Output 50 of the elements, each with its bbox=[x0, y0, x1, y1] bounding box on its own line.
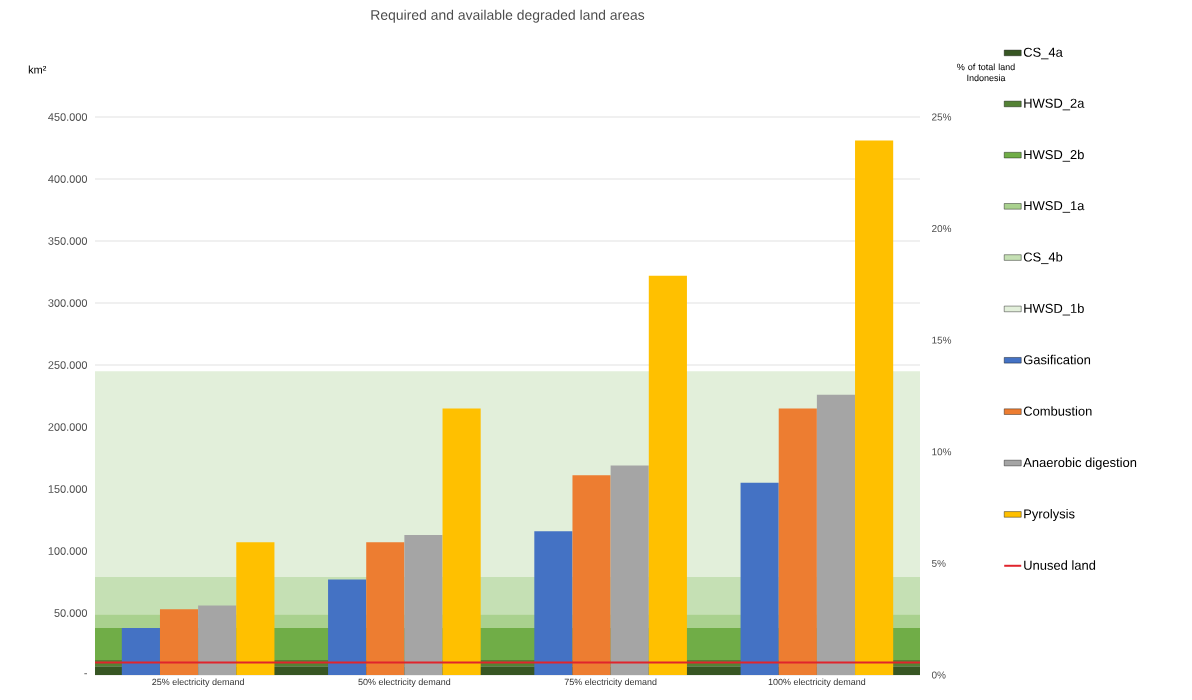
bar bbox=[855, 140, 894, 675]
legend-label: CS_4a bbox=[1023, 47, 1063, 60]
y-tick-label: 350.000 bbox=[48, 237, 88, 245]
legend-label: HWSD_2a bbox=[1024, 98, 1085, 111]
y2-tick-label: 0% bbox=[931, 671, 946, 679]
y2-tick-label: 20% bbox=[932, 225, 952, 233]
legend-label: HWSD_1b bbox=[1024, 303, 1084, 316]
legend-label: Pyrolysis bbox=[1024, 508, 1075, 522]
bar bbox=[121, 627, 160, 675]
bar bbox=[366, 542, 405, 675]
bar bbox=[740, 482, 779, 675]
bar bbox=[534, 531, 573, 675]
bar bbox=[404, 534, 443, 675]
bar bbox=[328, 579, 367, 675]
bar bbox=[572, 475, 611, 675]
legend-label: HWSD_1a bbox=[1024, 201, 1085, 213]
y2-tick-label: 10% bbox=[932, 448, 952, 456]
legend-label: Anaerobic digestion bbox=[1023, 457, 1137, 470]
y-axis-title: km² bbox=[28, 65, 47, 74]
x-tick-label: 25% electricity demand bbox=[152, 678, 244, 687]
bar bbox=[442, 408, 481, 675]
x-tick-label: 50% electricity demand bbox=[358, 678, 451, 687]
legend-label: Gasification bbox=[1023, 354, 1091, 365]
bar bbox=[816, 394, 856, 675]
x-tick-label: 100% electricity demand bbox=[768, 678, 866, 687]
bar bbox=[159, 609, 199, 675]
y2-tick-label: 25% bbox=[932, 113, 952, 121]
y-tick-label: 150.000 bbox=[48, 485, 88, 493]
y-tick-label: 400.000 bbox=[48, 175, 88, 183]
legend-label: CS_4b bbox=[1023, 252, 1063, 265]
bar bbox=[778, 408, 817, 675]
y2-axis-title: % of total land Indonesia bbox=[957, 63, 1015, 82]
y-tick-label: 100.000 bbox=[48, 547, 88, 555]
bar bbox=[648, 275, 687, 675]
legend-label: HWSD_2b bbox=[1024, 149, 1084, 162]
x-tick-label: 75% electricity demand bbox=[564, 678, 657, 687]
y2-tick-label: 15% bbox=[932, 336, 952, 344]
y2-tick-label: 5% bbox=[931, 559, 946, 567]
legend-label: Combustion bbox=[1023, 406, 1092, 416]
y-tick-label: 50.000 bbox=[54, 609, 88, 617]
y-tick-label: 300.000 bbox=[48, 299, 88, 307]
y-tick-label: 250.000 bbox=[48, 361, 88, 369]
bar bbox=[236, 542, 275, 675]
legend-label: Unused land bbox=[1024, 560, 1096, 570]
bar bbox=[610, 465, 649, 675]
bar bbox=[198, 605, 237, 675]
chart-title: Required and available degraded land areas bbox=[371, 9, 645, 23]
y-tick-label: - bbox=[84, 673, 87, 675]
y-tick-label: 200.000 bbox=[48, 423, 88, 431]
y-tick-label: 450.000 bbox=[48, 113, 88, 121]
